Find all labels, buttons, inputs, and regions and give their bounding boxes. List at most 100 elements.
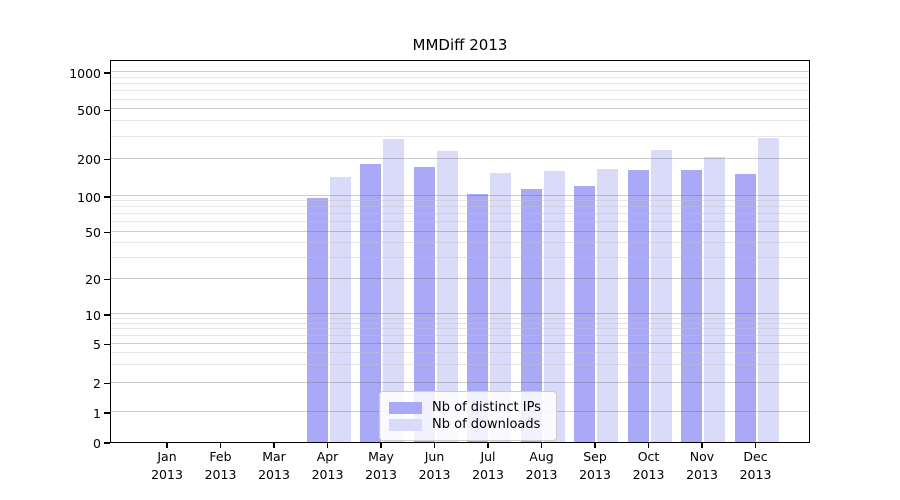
gridline-minor-600 [111, 98, 809, 100]
y-tick-label-20: 20 [85, 271, 101, 287]
bar-nb-of-downloads-jul-2013 [490, 173, 511, 442]
x-tick-label-jan-2013: Jan 2013 [151, 449, 183, 482]
x-tick-label-nov-2013: Nov 2013 [686, 449, 718, 482]
bar-nb-of-downloads-oct-2013 [650, 150, 672, 442]
y-tick-mark-20 [104, 278, 110, 281]
gridline-10 [111, 313, 809, 314]
bar-nb-of-distinct-ips-sep-2013 [574, 185, 595, 442]
x-tick-mark-aug-2013 [540, 443, 543, 448]
bar-nb-of-distinct-ips-aug-2013 [520, 189, 542, 442]
y-tick-label-1: 1 [93, 405, 101, 421]
y-tick-mark-500 [104, 109, 110, 112]
bar-nb-of-distinct-ips-jul-2013 [467, 193, 488, 442]
x-tick-label-jun-2013: Jun 2013 [418, 449, 451, 482]
y-tick-label-5: 5 [93, 337, 101, 352]
y-tick-mark-5 [104, 343, 110, 346]
x-tick-label-jul-2013: Jul 2013 [472, 449, 504, 482]
gridline-minor-400 [111, 120, 809, 122]
bar-nb-of-distinct-ips-nov-2013 [681, 170, 702, 442]
x-tick-label-may-2013: May 2013 [365, 449, 397, 482]
gridline-minor-90 [111, 200, 809, 202]
bar-nb-of-distinct-ips-jun-2013 [413, 167, 435, 442]
bar-nb-of-distinct-ips-oct-2013 [627, 170, 649, 442]
y-tick-mark-50 [104, 231, 110, 234]
legend-swatch-downloads [389, 418, 422, 431]
bar-nb-of-downloads-apr-2013 [329, 176, 351, 442]
x-tick-mark-may-2013 [380, 443, 382, 448]
x-tick-label-mar-2013: Mar 2013 [258, 449, 290, 482]
legend-swatch-distinct-ips [389, 401, 422, 414]
gridline-minor-900 [111, 76, 809, 78]
y-tick-label-0: 0 [93, 435, 101, 451]
x-tick-mark-jan-2013 [166, 443, 168, 448]
gridline-minor-70 [111, 213, 809, 215]
gridline-minor-7 [111, 328, 809, 330]
plot-area: Nb of distinct IPs Nb of downloads [110, 60, 810, 443]
legend-label-downloads: Nb of downloads [432, 417, 541, 432]
bar-nb-of-downloads-jun-2013 [436, 150, 458, 442]
bar-nb-of-downloads-aug-2013 [543, 170, 565, 442]
x-tick-mark-sep-2013 [594, 443, 596, 448]
bar-nb-of-downloads-sep-2013 [597, 169, 618, 442]
x-tick-label-feb-2013: Feb 2013 [204, 449, 237, 482]
x-tick-mark-oct-2013 [647, 443, 650, 448]
gridline-minor-800 [111, 83, 809, 84]
legend-item-downloads: Nb of downloads [389, 417, 547, 432]
y-tick-label-10: 10 [85, 307, 101, 323]
x-tick-label-apr-2013: Apr 2013 [311, 449, 344, 482]
x-tick-mark-feb-2013 [219, 443, 222, 448]
y-tick-label-200: 200 [77, 152, 101, 168]
gridline-20 [111, 277, 809, 279]
x-tick-label-oct-2013: Oct 2013 [632, 449, 665, 482]
gridline-100 [111, 195, 809, 196]
y-tick-mark-200 [104, 159, 110, 161]
y-tick-mark-100 [104, 196, 110, 198]
gridline-500 [111, 108, 809, 110]
gridline-5 [111, 342, 809, 344]
bar-nb-of-downloads-dec-2013 [757, 137, 779, 442]
y-tick-label-50: 50 [85, 225, 101, 241]
gridline-minor-4 [111, 352, 809, 353]
bar-nb-of-downloads-may-2013 [383, 138, 404, 442]
x-tick-mark-dec-2013 [754, 443, 757, 448]
gridline-200 [111, 157, 809, 159]
y-tick-mark-1 [104, 412, 110, 414]
bar-nb-of-distinct-ips-may-2013 [360, 163, 381, 442]
gridline-minor-40 [111, 242, 809, 243]
y-tick-label-500: 500 [77, 102, 101, 118]
x-tick-mark-apr-2013 [326, 443, 329, 448]
bars-layer [111, 61, 809, 442]
x-tick-mark-nov-2013 [701, 443, 703, 448]
y-tick-mark-2 [104, 382, 110, 385]
chart-title: MMDiff 2013 [412, 36, 508, 54]
legend-label-distinct-ips: Nb of distinct IPs [432, 400, 541, 415]
gridline-50 [111, 230, 809, 232]
y-tick-mark-1000 [104, 72, 110, 74]
gridline-minor-3 [111, 364, 809, 366]
legend: Nb of distinct IPs Nb of downloads [379, 391, 557, 441]
x-tick-mark-mar-2013 [273, 443, 275, 448]
y-tick-label-1000: 1000 [69, 65, 101, 81]
y-tick-mark-0 [104, 442, 110, 444]
bar-nb-of-distinct-ips-dec-2013 [734, 173, 756, 442]
gridline-minor-300 [111, 135, 809, 137]
x-tick-mark-jul-2013 [487, 443, 489, 448]
y-tick-label-2: 2 [93, 375, 101, 391]
bar-nb-of-downloads-nov-2013 [704, 157, 725, 442]
gridline-2 [111, 381, 809, 383]
x-tick-label-sep-2013: Sep 2013 [579, 449, 611, 482]
legend-item-distinct-ips: Nb of distinct IPs [389, 400, 547, 415]
y-tick-label-100: 100 [77, 189, 101, 205]
x-tick-label-aug-2013: Aug 2013 [525, 449, 558, 482]
x-tick-label-dec-2013: Dec 2013 [739, 449, 772, 482]
gridline-minor-9 [111, 317, 809, 319]
bar-nb-of-distinct-ips-apr-2013 [306, 197, 328, 442]
gridline-minor-8 [111, 322, 809, 324]
gridline-minor-6 [111, 334, 809, 336]
x-tick-mark-jun-2013 [433, 443, 436, 448]
gridline-minor-60 [111, 221, 809, 223]
gridline-minor-30 [111, 256, 809, 258]
y-tick-mark-10 [104, 314, 110, 316]
gridline-minor-700 [111, 90, 809, 92]
